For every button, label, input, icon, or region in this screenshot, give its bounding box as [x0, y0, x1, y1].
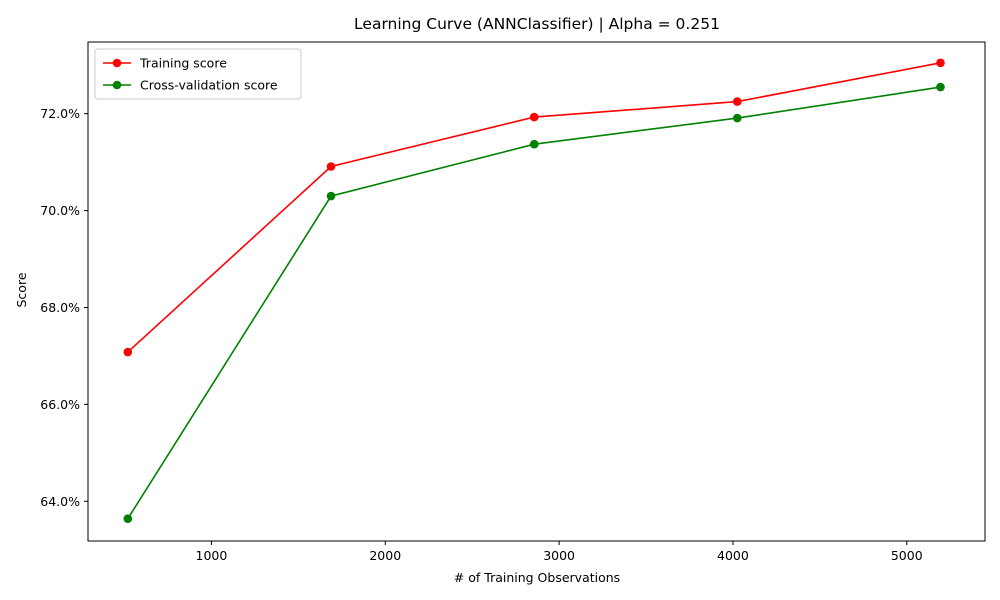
- data-point: [529, 139, 539, 149]
- x-axis: 1000 2000 3000 4000 5000: [196, 541, 923, 563]
- legend-swatch-marker: [112, 80, 122, 90]
- chart-title: Learning Curve (ANNClassifier) | Alpha =…: [354, 15, 720, 33]
- x-axis-label: # of Training Observations: [454, 570, 620, 585]
- legend: Training score Cross-validation score: [94, 48, 302, 100]
- x-tick-label: 1000: [196, 548, 228, 563]
- legend-entry-label: Cross-validation score: [140, 78, 278, 93]
- y-tick-label: 72.0%: [40, 106, 80, 121]
- data-point: [732, 113, 742, 123]
- data-point: [326, 162, 336, 171]
- data-point: [732, 97, 742, 106]
- data-point: [326, 191, 336, 201]
- series-1: [123, 82, 945, 524]
- plot-area: [123, 58, 945, 524]
- x-tick-label: 5000: [891, 548, 923, 563]
- y-tick-label: 70.0%: [40, 203, 80, 218]
- plot-frame: [87, 41, 986, 542]
- x-tick-label: 4000: [717, 548, 749, 563]
- legend-swatch-marker: [112, 58, 122, 68]
- data-point: [936, 82, 945, 92]
- data-point: [529, 112, 539, 122]
- data-point: [123, 347, 133, 357]
- y-tick-label: 68.0%: [40, 300, 80, 315]
- legend-box: [94, 48, 302, 100]
- data-point: [123, 514, 133, 524]
- legend-entry-label: Training score: [139, 56, 227, 71]
- series-0: [123, 58, 945, 357]
- x-tick-label: 3000: [543, 548, 575, 563]
- y-axis: 64.0% 66.0% 68.0% 70.0% 72.0%: [40, 106, 88, 509]
- data-point: [936, 58, 945, 68]
- x-tick-label: 2000: [369, 548, 401, 563]
- y-tick-label: 64.0%: [40, 494, 80, 509]
- y-tick-label: 66.0%: [40, 397, 80, 412]
- y-axis-label: Score: [14, 272, 29, 307]
